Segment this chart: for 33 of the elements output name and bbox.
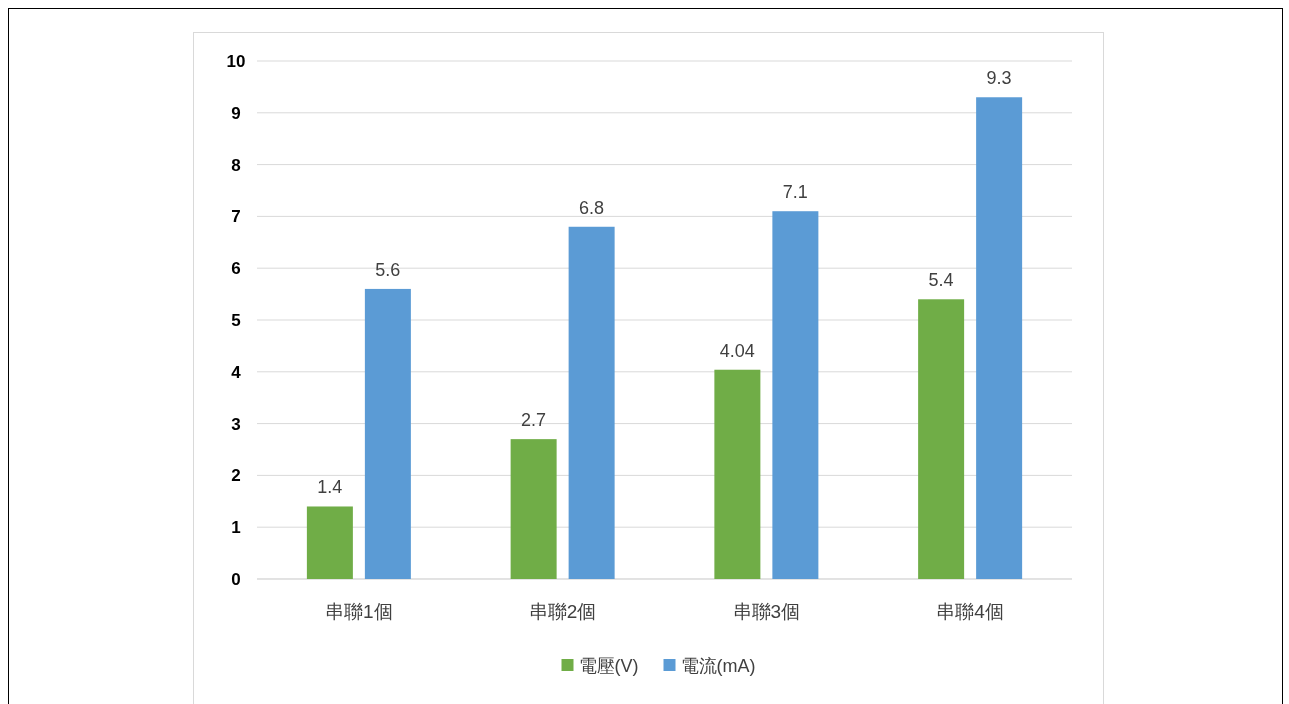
bar	[918, 299, 965, 579]
y-tick-label: 7	[231, 207, 241, 227]
y-tick-label: 9	[231, 103, 241, 123]
y-tick-label: 6	[231, 259, 241, 279]
bar	[976, 97, 1023, 579]
bar	[568, 226, 615, 579]
data-label: 2.7	[521, 410, 547, 431]
data-label: 7.1	[782, 182, 808, 203]
data-label: 5.6	[375, 259, 401, 280]
data-label: 5.4	[928, 270, 954, 291]
y-tick-label: 1	[231, 518, 241, 538]
data-label: 1.4	[317, 477, 343, 498]
y-tick-label: 5	[231, 311, 241, 330]
bar	[306, 506, 353, 579]
data-label: 9.3	[986, 68, 1012, 89]
x-tick-label: 串聯4個	[936, 601, 1004, 622]
x-tick-label: 串聯2個	[528, 601, 597, 622]
data-label: 6.8	[579, 197, 605, 218]
legend-label: 電流(mA)	[680, 656, 756, 676]
bar	[772, 211, 819, 579]
bar	[714, 369, 761, 579]
y-tick-label: 3	[231, 414, 241, 434]
bar	[364, 288, 411, 579]
y-tick-label: 10	[226, 52, 246, 71]
x-tick-label: 串聯3個	[732, 601, 801, 622]
y-tick-label: 2	[231, 466, 241, 486]
y-tick-label: 8	[231, 155, 241, 175]
y-tick-label: 4	[231, 362, 242, 382]
x-tick-label: 串聯1個	[325, 601, 393, 622]
bar	[510, 439, 557, 579]
legend-label: 電壓(V)	[578, 656, 639, 676]
data-label: 4.04	[719, 340, 755, 361]
y-tick-label: 0	[231, 570, 241, 589]
